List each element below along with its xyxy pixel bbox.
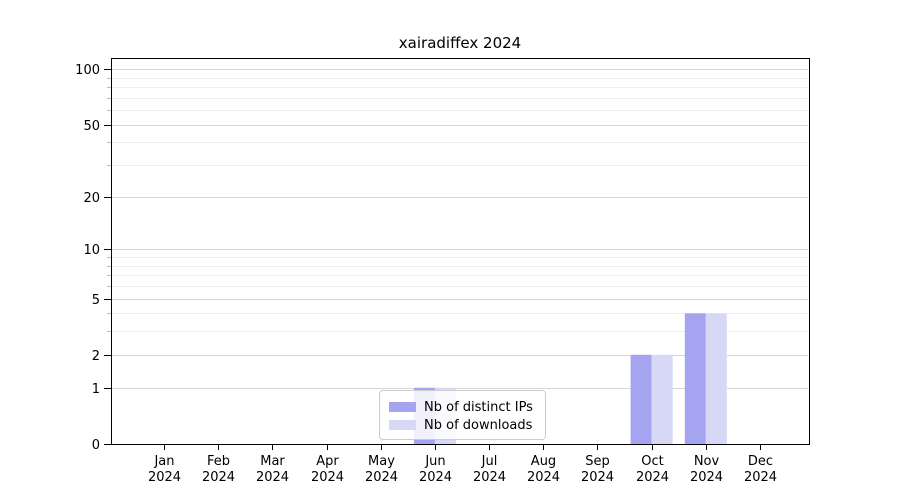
bar-downloads: [651, 354, 673, 444]
x-tick-label: Oct 2024: [636, 454, 669, 485]
y-tick-label: 2: [92, 349, 100, 364]
y-tick-label: 10: [83, 243, 100, 258]
legend-label: Nb of distinct IPs: [424, 399, 533, 415]
legend: Nb of distinct IPs Nb of downloads: [379, 390, 546, 440]
legend-swatch-icon: [389, 402, 416, 412]
y-tick-label: 5: [92, 293, 100, 308]
x-tick-label: Nov 2024: [690, 454, 723, 485]
y-tick-label: 0: [92, 438, 100, 453]
x-tick-label: May 2024: [365, 454, 398, 485]
y-tick-label: 1: [92, 382, 100, 397]
x-tick-label: Jun 2024: [419, 454, 452, 485]
bar-downloads: [705, 313, 727, 444]
x-tick-label: Sep 2024: [581, 454, 614, 485]
bar-distinct-ips: [630, 354, 652, 444]
legend-item-distinct-ips: Nb of distinct IPs: [389, 398, 536, 416]
axes-spines: [111, 58, 810, 445]
legend-swatch-icon: [389, 420, 416, 430]
legend-label: Nb of downloads: [424, 417, 533, 433]
chart-title: xairadiffex 2024: [398, 34, 522, 52]
x-tick-label: Apr 2024: [311, 454, 344, 485]
x-tick-label: Dec 2024: [744, 454, 777, 485]
y-tick-label: 50: [83, 119, 100, 134]
y-tick-label: 20: [83, 191, 100, 206]
x-tick-label: Aug 2024: [527, 454, 560, 485]
x-tick-label: Mar 2024: [256, 454, 289, 485]
y-tick-label: 100: [75, 63, 100, 78]
x-tick-label: Jul 2024: [473, 454, 506, 485]
x-tick-label: Jan 2024: [148, 454, 181, 485]
bar-distinct-ips: [684, 313, 706, 444]
x-tick-label: Feb 2024: [202, 454, 235, 485]
legend-item-downloads: Nb of downloads: [389, 416, 536, 434]
